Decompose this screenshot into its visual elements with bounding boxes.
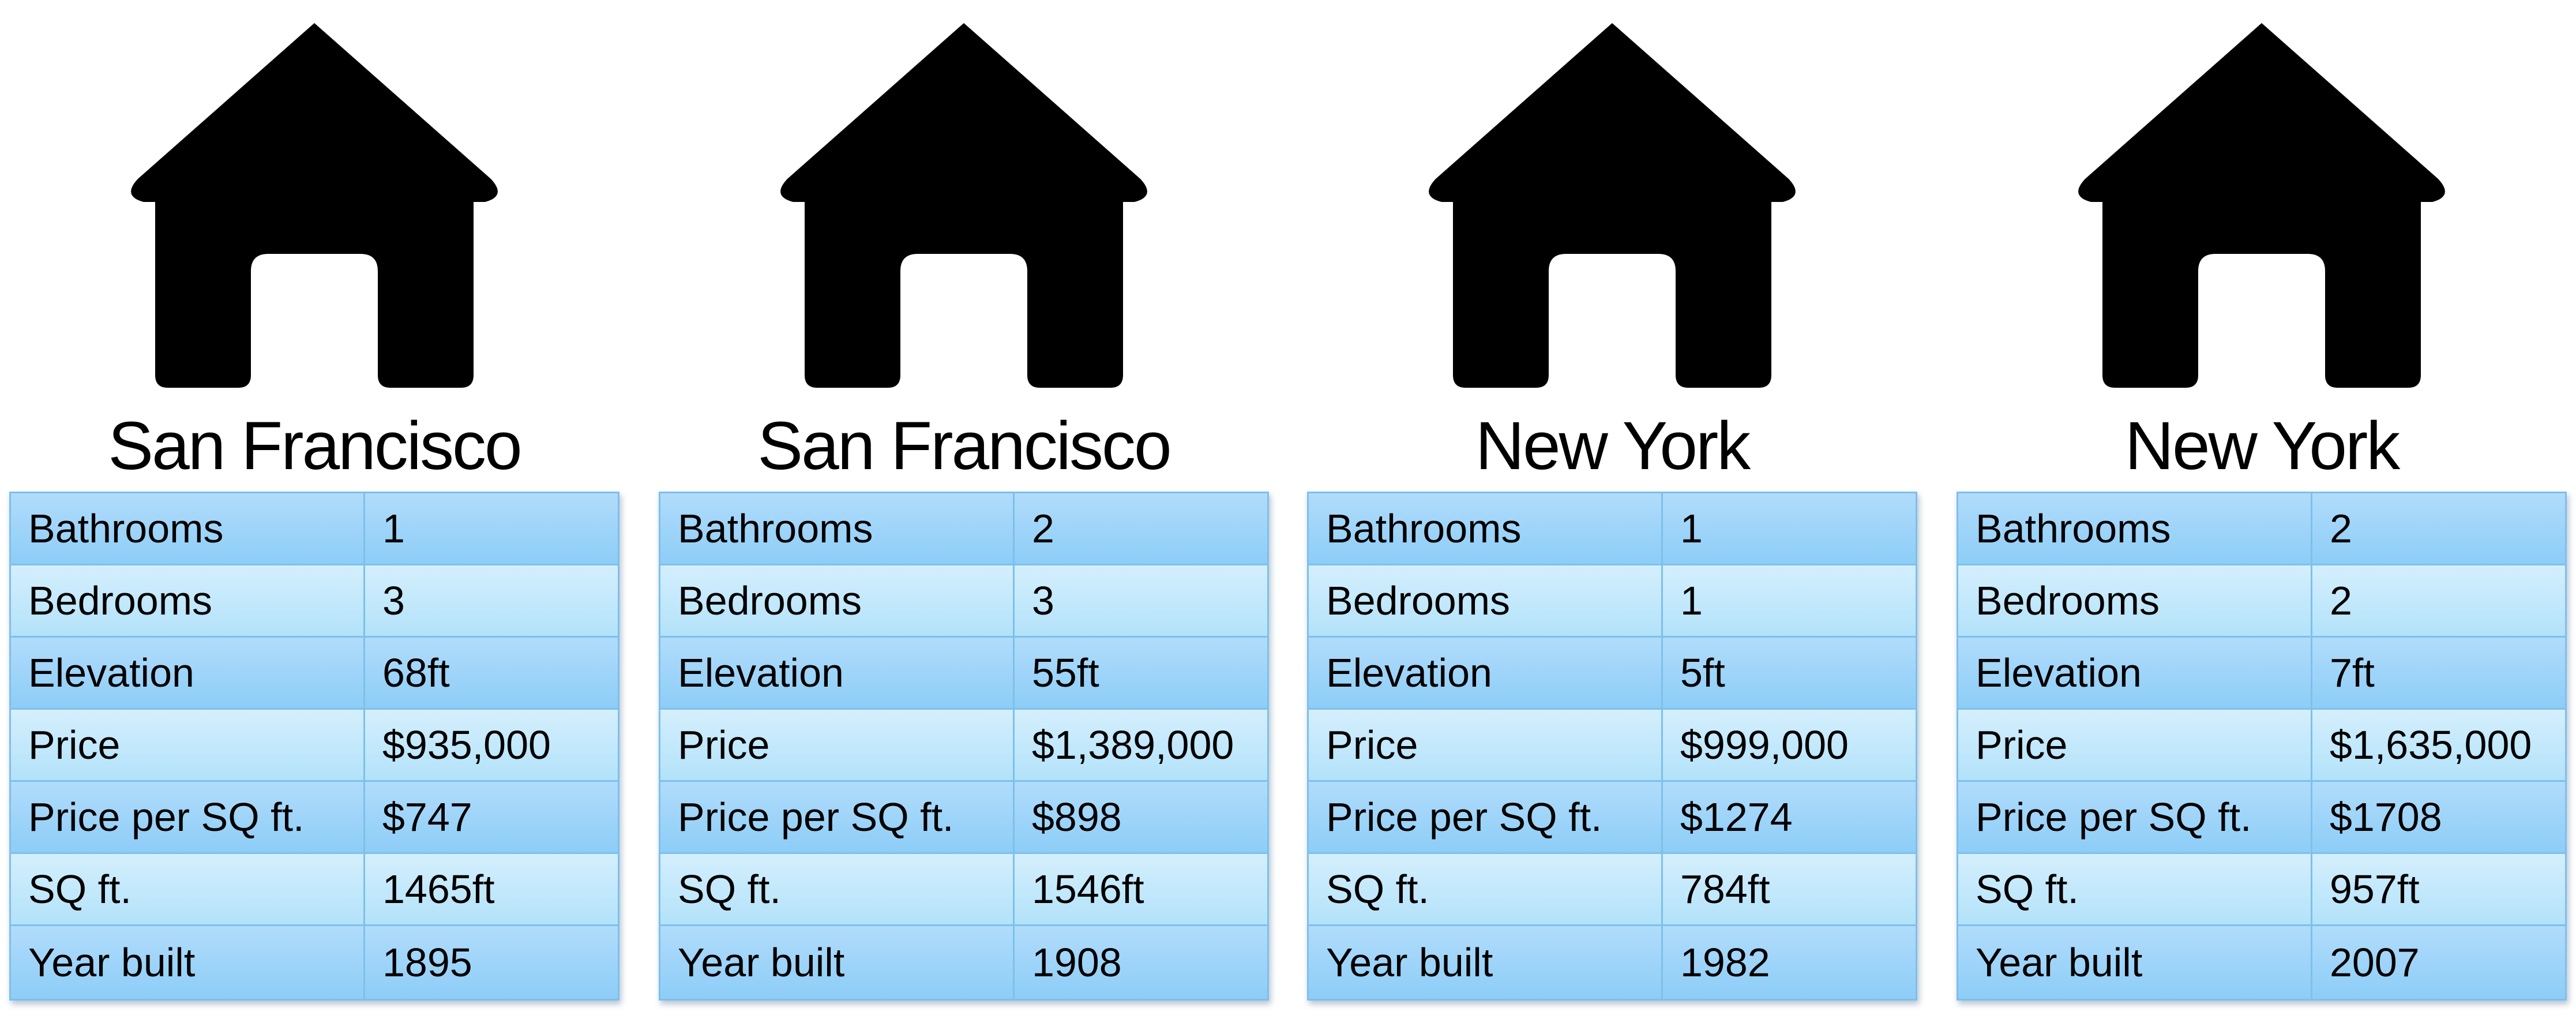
row-label: Elevation xyxy=(1958,638,2312,708)
row-value: $999,000 xyxy=(1680,722,1849,767)
row-value: 3 xyxy=(1032,578,1054,623)
row-label: Elevation xyxy=(11,638,365,708)
row-label: Bathrooms xyxy=(1958,493,2312,564)
row-label: Bedrooms xyxy=(660,565,1015,636)
row-value: $1,389,000 xyxy=(1032,722,1234,767)
row-label: Price per SQ ft. xyxy=(660,782,1015,852)
row-label: Bathrooms xyxy=(1309,493,1663,564)
row-label: Price xyxy=(660,710,1015,780)
row-value: 2 xyxy=(1032,506,1054,551)
row-value: 1895 xyxy=(382,940,472,985)
row-label: Year built xyxy=(1309,926,1663,999)
row-value: 55ft xyxy=(1032,650,1099,695)
table-row: Price per SQ ft. $1274 xyxy=(1309,782,1916,854)
row-label: Bedrooms xyxy=(1309,565,1663,636)
table-row: Price per SQ ft. $898 xyxy=(660,782,1267,854)
row-label: Elevation xyxy=(1309,638,1663,708)
property-table: Bathrooms 1 Bedrooms 3 Elevation 68ft Price… xyxy=(9,492,619,1001)
row-label: SQ ft. xyxy=(1958,854,2312,924)
table-row: Year built 2007 xyxy=(1958,926,2565,999)
city-title: San Francisco xyxy=(108,408,522,484)
row-value: 1982 xyxy=(1680,940,1770,985)
table-row: Price $1,389,000 xyxy=(660,710,1267,782)
table-row: Bedrooms 3 xyxy=(11,565,618,638)
row-value: 1465ft xyxy=(382,867,495,912)
row-value: 957ft xyxy=(2330,867,2420,912)
table-row: Price $1,635,000 xyxy=(1958,710,2565,782)
table-row: Bathrooms 2 xyxy=(660,493,1267,565)
row-label: Bathrooms xyxy=(11,493,365,564)
row-value: $1274 xyxy=(1680,795,1793,840)
row-value: 2007 xyxy=(2330,940,2420,985)
row-label: SQ ft. xyxy=(11,854,365,924)
row-label: Elevation xyxy=(660,638,1015,708)
row-label: Bedrooms xyxy=(11,565,365,636)
row-value: 1 xyxy=(382,506,405,551)
city-title: New York xyxy=(2124,408,2401,484)
table-row: Bathrooms 2 xyxy=(1958,493,2565,565)
city-title: San Francisco xyxy=(757,408,1171,484)
table-row: SQ ft. 1546ft xyxy=(660,854,1267,926)
row-label: Bathrooms xyxy=(660,493,1015,564)
row-label: Year built xyxy=(1958,926,2312,999)
row-label: Year built xyxy=(11,926,365,999)
row-value: 5ft xyxy=(1680,650,1725,695)
table-row: Elevation 68ft xyxy=(11,638,618,710)
city-title: New York xyxy=(1475,408,1751,484)
row-value: $1708 xyxy=(2330,795,2442,840)
row-value: $747 xyxy=(382,795,472,840)
row-label: Price xyxy=(1309,710,1663,780)
row-label: SQ ft. xyxy=(660,854,1015,924)
row-label: Price per SQ ft. xyxy=(11,782,365,852)
house-icon xyxy=(1420,23,1805,388)
row-value: 3 xyxy=(382,578,405,623)
property-table: Bathrooms 2 Bedrooms 2 Elevation 7ft Price $… xyxy=(1957,492,2567,1001)
table-row: Elevation 55ft xyxy=(660,638,1267,710)
house-icon xyxy=(771,23,1156,388)
row-value: 2 xyxy=(2330,578,2352,623)
table-row: Elevation 7ft xyxy=(1958,638,2565,710)
table-row: Price $999,000 xyxy=(1309,710,1916,782)
table-row: Price $935,000 xyxy=(11,710,618,782)
house-icon xyxy=(122,23,507,388)
row-label: Bedrooms xyxy=(1958,565,2312,636)
row-value: 2 xyxy=(2330,506,2352,551)
row-label: Price xyxy=(1958,710,2312,780)
table-row: SQ ft. 1465ft xyxy=(11,854,618,926)
row-label: Year built xyxy=(660,926,1015,999)
row-value: $1,635,000 xyxy=(2330,722,2532,767)
row-label: Price xyxy=(11,710,365,780)
row-value: 7ft xyxy=(2330,650,2375,695)
row-label: SQ ft. xyxy=(1309,854,1663,924)
house-icon xyxy=(2069,23,2454,388)
row-value: 1 xyxy=(1680,506,1703,551)
table-row: Year built 1982 xyxy=(1309,926,1916,999)
row-label: Price per SQ ft. xyxy=(1309,782,1663,852)
table-row: Bathrooms 1 xyxy=(11,493,618,565)
table-row: Bedrooms 3 xyxy=(660,565,1267,638)
table-row: Bedrooms 1 xyxy=(1309,565,1916,638)
row-value: 1908 xyxy=(1032,940,1122,985)
table-row: Year built 1908 xyxy=(660,926,1267,999)
row-value: 1 xyxy=(1680,578,1703,623)
row-value: 784ft xyxy=(1680,867,1770,912)
property-table: Bathrooms 1 Bedrooms 1 Elevation 5ft Price $… xyxy=(1307,492,1917,1001)
table-row: SQ ft. 784ft xyxy=(1309,854,1916,926)
row-value: 68ft xyxy=(382,650,450,695)
row-label: Price per SQ ft. xyxy=(1958,782,2312,852)
row-value: $898 xyxy=(1032,795,1122,840)
property-table: Bathrooms 2 Bedrooms 3 Elevation 55ft Price… xyxy=(659,492,1269,1001)
table-row: Bathrooms 1 xyxy=(1309,493,1916,565)
table-row: Price per SQ ft. $1708 xyxy=(1958,782,2565,854)
row-value: $935,000 xyxy=(382,722,551,767)
table-row: Year built 1895 xyxy=(11,926,618,999)
table-row: Bedrooms 2 xyxy=(1958,565,2565,638)
table-row: Price per SQ ft. $747 xyxy=(11,782,618,854)
table-row: Elevation 5ft xyxy=(1309,638,1916,710)
row-value: 1546ft xyxy=(1032,867,1144,912)
table-row: SQ ft. 957ft xyxy=(1958,854,2565,926)
